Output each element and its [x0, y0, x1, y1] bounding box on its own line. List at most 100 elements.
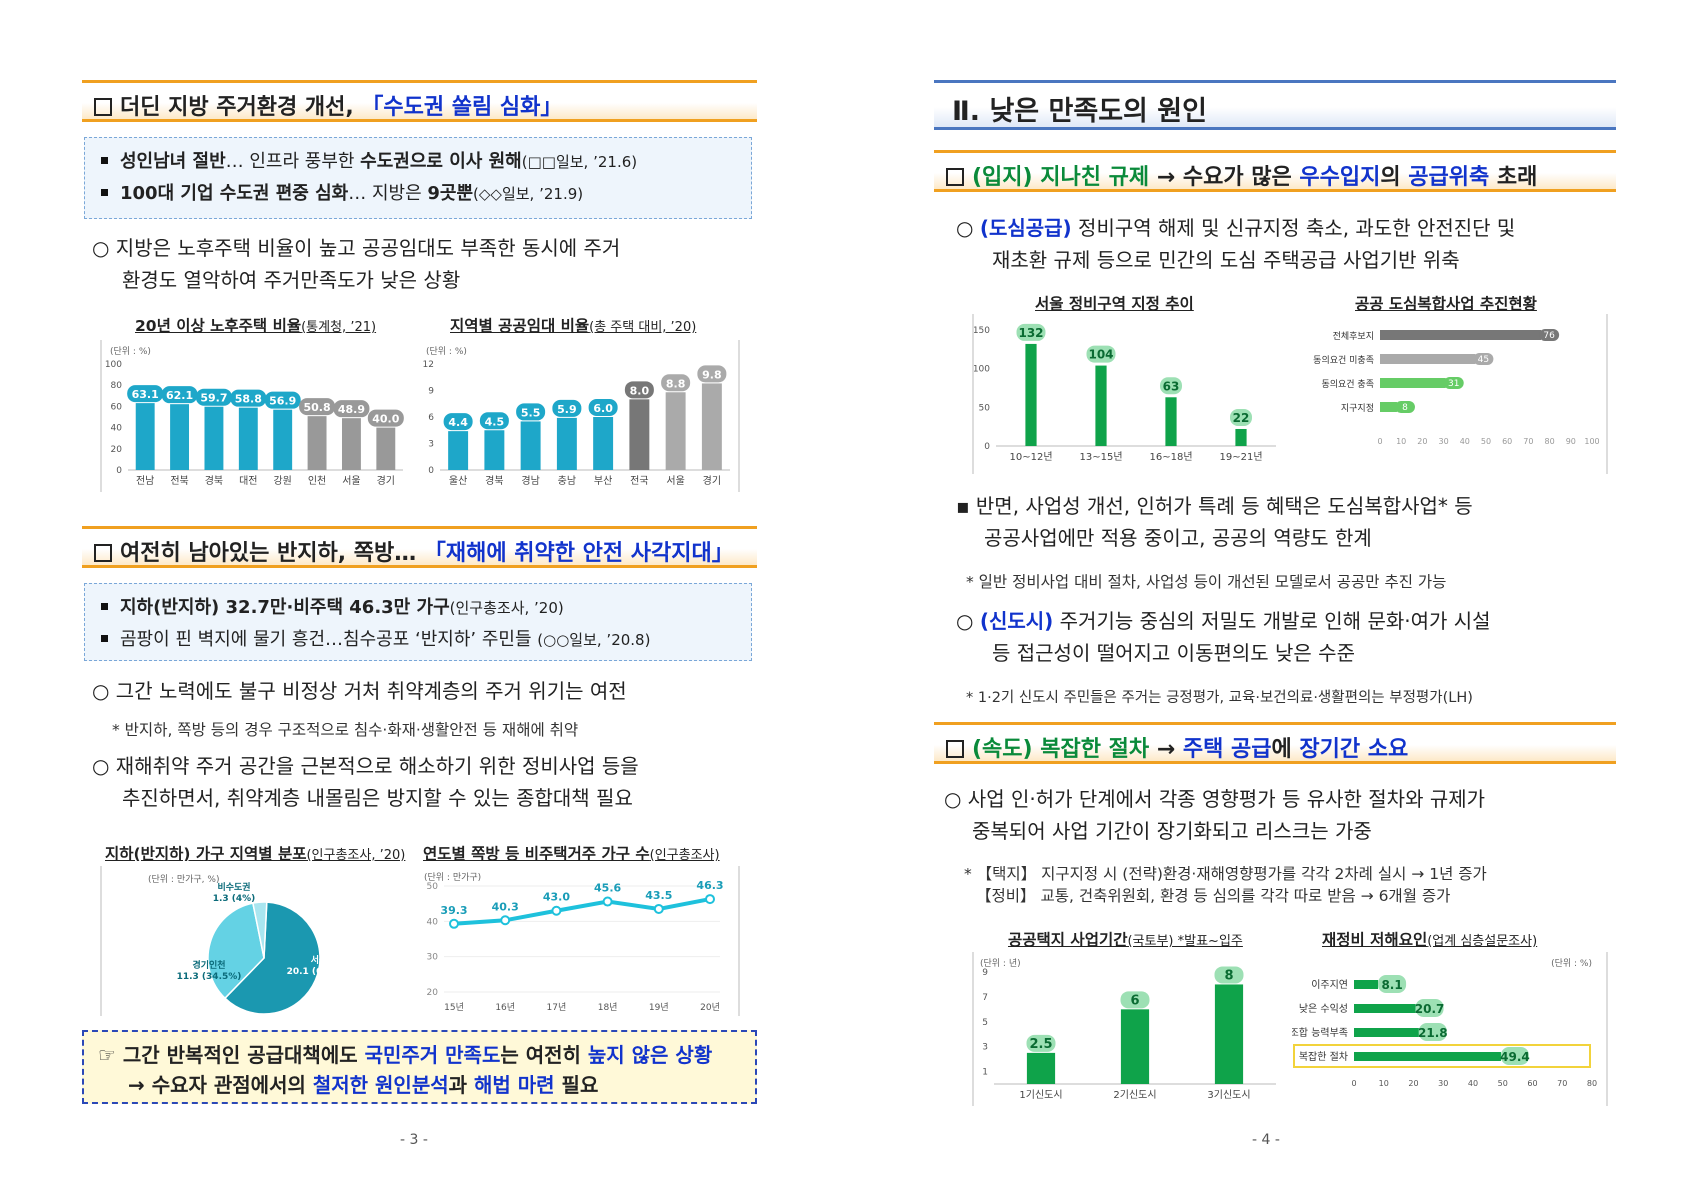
y-tick-label: 50: [427, 882, 439, 892]
data-label: 40.3: [492, 900, 519, 913]
bar: [376, 427, 396, 470]
section-header-speed: (속도) 복잡한 절차 → 주택 공급에 장기간 소요: [934, 722, 1616, 764]
x-tick-label: 10~12년: [1009, 451, 1052, 463]
chart-public-rental: (단위 : %) 0 3 6 9 12 4.4 울산 4.5 경북 5.5 경남 5.9 충남 6.0 부산 8…: [423, 346, 730, 487]
data-point: [551, 905, 562, 916]
paragraph-new-town: ○ (신도시) 주거기능 중심의 저밀도 개발로 인해 문화·여가 시설 등 접…: [956, 605, 1491, 669]
y-tick-label: 동의요건 미충족: [1313, 355, 1374, 366]
page-number: - 3 -: [400, 1132, 428, 1148]
x-tick-label: 16~18년: [1149, 451, 1192, 463]
x-tick-label: 10: [1379, 1079, 1389, 1088]
data-label-pill: [161, 386, 198, 404]
data-label-pill: [588, 399, 618, 416]
data-label-pill: [624, 381, 654, 399]
chart-unit-label: (단위 : 만가구): [424, 872, 481, 883]
data-point: [602, 896, 613, 907]
bar: [593, 417, 614, 470]
data-label: 4.4: [448, 416, 468, 429]
chart-area-1: [100, 340, 740, 492]
x-tick-label: 경남: [521, 474, 539, 487]
chapter-header: Ⅱ. 낮은 만족도의 원인: [934, 80, 1616, 130]
data-label-pill: [479, 412, 509, 430]
data-label-pill: [1473, 353, 1494, 365]
paragraph-line: ○ (신도시) 주거기능 중심의 저밀도 개발로 인해 문화·여가 시설: [956, 609, 1491, 633]
footnote-complex: * 일반 정비사업 대비 절차, 사업성 등이 개선된 모델로서 공공만 추진 …: [966, 573, 1447, 591]
data-point: [653, 903, 664, 914]
data-label-pill: [1016, 323, 1046, 341]
bar: [1380, 402, 1397, 412]
x-tick-label: 90: [1566, 437, 1576, 446]
bar: [1380, 378, 1446, 388]
x-tick-label: 경북: [485, 474, 503, 487]
bar: [1380, 354, 1476, 364]
data-label-pill: [299, 398, 336, 416]
bar: [135, 403, 155, 470]
y-tick-label: 지구지정: [1341, 403, 1374, 414]
slice-value: 20.1 (61.5%): [287, 967, 352, 977]
x-tick-label: 부산: [594, 475, 612, 487]
data-label-pill: [1378, 975, 1407, 993]
x-tick-label: 60: [1527, 1079, 1537, 1088]
data-label: 50.8: [303, 401, 330, 414]
y-tick-label: 100: [974, 365, 990, 375]
data-label: 8.1: [1381, 978, 1402, 992]
x-tick-label: 0: [1377, 437, 1382, 446]
data-label: 8.0: [630, 384, 650, 397]
y-tick-label: 전체후보지: [1333, 331, 1374, 342]
paragraph-line: ○ 사업 인·허가 단계에서 각종 영향평가 등 유사한 절차와 규제가: [944, 787, 1486, 811]
bar: [1380, 330, 1542, 340]
conclusion-line-2: → 수요자 관점에서의 철저한 원인분석과 해법 마련 필요: [128, 1073, 599, 1097]
data-point: [500, 915, 511, 926]
section-header-location: (입지) 지나친 규제 → 수요가 많은 우수입지의 공급위축 초래: [934, 150, 1616, 192]
x-tick-label: 17년: [547, 1002, 567, 1013]
news-headline: 100대 기업 수도권 편중 심화: [120, 183, 349, 204]
news-item: 지하(반지하) 32.7만·비주택 46.3만 가구(인구총조사, ’20): [101, 592, 735, 624]
x-tick-label: 서울: [666, 475, 684, 487]
chart-unit-label: (단위 : %): [110, 346, 151, 357]
data-label: 8: [1224, 968, 1233, 983]
data-label-pill: [516, 403, 546, 421]
footnote-new-town: * 1·2기 신도시 주민들은 주거는 긍정평가, 교육·보건의료·생활편의는 …: [966, 690, 1473, 706]
chart-title-seoul-zones: 서울 정비구역 지정 추이: [1035, 295, 1194, 313]
data-label: 6: [1130, 993, 1139, 1008]
data-label: 6.0: [593, 402, 613, 415]
paragraph-line: 중복되어 사업 기간이 장기화되고 리스크는 가중: [972, 819, 1372, 843]
series-line: [453, 897, 711, 926]
x-tick-label: 전남: [136, 475, 154, 487]
chart-area-4: [972, 952, 1608, 1106]
data-label-pill: [443, 413, 473, 431]
paragraph-procedure: ○ 사업 인·허가 단계에서 각종 영향평가 등 유사한 절차와 규제가 중복되…: [944, 783, 1485, 847]
y-tick-label: 동의요건 충족: [1321, 379, 1374, 390]
x-tick-label: 13~15년: [1079, 451, 1122, 463]
page-number: - 4 -: [1252, 1132, 1280, 1148]
section-title: 여전히 남아있는 반지하, 쪽방…: [120, 541, 424, 566]
data-label: 46.3: [696, 879, 723, 892]
y-tick-label: 30: [427, 953, 439, 963]
data-label: 39.3: [440, 904, 467, 917]
news-headline: 성인남녀 절반: [120, 151, 226, 172]
data-label: 22: [1233, 411, 1250, 425]
bullet-public-only: ▪ 반면, 사업성 개선, 인허가 특례 등 혜택은 도심복합사업* 등 공공사…: [956, 490, 1473, 554]
pie-slice: [207, 902, 265, 1000]
x-tick-label: 10: [1396, 437, 1406, 446]
bar: [701, 383, 722, 470]
data-label: 76: [1543, 331, 1555, 341]
checkbox-icon: [94, 98, 112, 116]
footnote-land: * 【택지】 지구지정 시 (전략)환경·재해영향평가를 각각 2차례 실시 →…: [964, 865, 1487, 883]
news-box-2: 지하(반지하) 32.7만·비주택 46.3만 가구(인구총조사, ’20) 곰…: [84, 583, 752, 661]
data-label-pill: [1415, 999, 1444, 1017]
y-tick-label: 80: [111, 381, 123, 391]
chart-old-housing: (단위 : %) 0 20 40 60 80 100 63.1 전남 62.1 전북 59.7 경북 58…: [105, 346, 404, 487]
data-label: 2.5: [1029, 1037, 1052, 1052]
news-headline: 곰팡이 핀 벽지에 물기 흥건…침수공포 ‘반지하’ 주민들: [120, 629, 532, 650]
data-label: 58.8: [235, 393, 262, 406]
bar: [1165, 397, 1177, 446]
news-source: (◇◇일보, ’21.9): [473, 185, 584, 203]
y-tick-label: 이주지연: [1311, 979, 1348, 991]
bar: [448, 431, 469, 470]
y-tick-label: 낮은 수익성: [1299, 1003, 1348, 1015]
data-label-pill: [661, 374, 691, 392]
y-tick-label: 20: [111, 445, 123, 455]
bar: [1354, 980, 1379, 989]
data-label-pill: [1086, 345, 1116, 363]
